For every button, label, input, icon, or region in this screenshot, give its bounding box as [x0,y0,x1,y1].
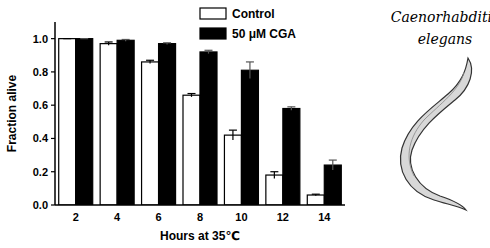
error-cap [329,159,337,160]
x-tick-label: 12 [277,211,289,223]
bar [283,109,300,205]
y-tick-label: 0.4 [33,132,49,144]
error-line [232,130,233,140]
legend-swatch [200,8,226,19]
x-tick-label: 10 [235,211,247,223]
bar [324,165,341,205]
bar [241,70,258,205]
error-bar [188,94,196,97]
y-tick-label: 0.0 [33,199,48,211]
bar [159,44,176,205]
bar [224,135,241,205]
error-bar [63,38,71,39]
error-bar [122,39,130,41]
worm-illustration [400,58,471,210]
error-cap [163,42,171,43]
error-cap [312,194,320,195]
error-cap [146,60,154,61]
error-bar [312,194,320,196]
error-bar [146,60,154,63]
error-bar [287,107,295,110]
y-tick-label: 0.8 [33,66,48,78]
bar [100,44,117,205]
bar [59,39,76,205]
x-axis-label: Hours at 35℃ [160,229,240,243]
error-cap [287,106,295,107]
error-cap [105,41,113,42]
annotation: elegans [418,31,473,47]
chart: 0.0 0.2 0.4 0.6 0.8 1.0 2 4 6 8 10 12 14 Hours at 35℃… [0,0,490,248]
error-line [274,172,275,179]
error-bar [205,50,213,53]
bar [266,175,283,205]
bar [76,39,93,205]
legend-label: 50 μM CGA [232,27,296,41]
error-cap [80,38,88,39]
error-cap [246,61,254,62]
error-cap [63,38,71,39]
x-tick-label: 2 [73,211,79,223]
y-tick [51,171,55,172]
y-tick [51,38,55,39]
legend-label: Control [232,7,275,21]
bar [200,52,217,205]
x-tick-label: 4 [114,211,121,223]
x-tick-label: 6 [156,211,162,223]
legend: Control 50 μM CGA [200,7,296,41]
y-tick [51,138,55,139]
error-bar [229,130,237,140]
error-line [332,160,333,170]
annotation: Caenorhabditis [391,9,490,25]
error-bar [270,172,278,179]
error-bar [80,38,88,39]
error-cap [122,39,130,40]
error-cap [229,130,237,131]
y-axis [54,22,56,205]
y-tick [51,105,55,106]
y-tick-label: 1.0 [33,33,48,45]
error-cap [270,171,278,172]
y-axis-label: Fraction alive [5,75,19,153]
legend-swatch [200,28,226,39]
y-tick [51,71,55,72]
error-bar [246,62,254,79]
x-tick-label: 8 [197,211,203,223]
bars [59,39,342,205]
y-tick [51,204,55,205]
bar [142,62,159,205]
y-tick-label: 0.6 [33,99,48,111]
bar [117,40,134,205]
bar [183,95,200,205]
error-bar [105,42,113,45]
x-axis [55,204,345,206]
error-bar [163,43,171,45]
x-tick-label: 14 [318,211,331,223]
y-tick-label: 0.2 [33,166,48,178]
error-bar [329,160,337,170]
bar [307,195,324,205]
error-cap [205,50,213,51]
error-line [249,62,250,79]
error-cap [188,93,196,94]
